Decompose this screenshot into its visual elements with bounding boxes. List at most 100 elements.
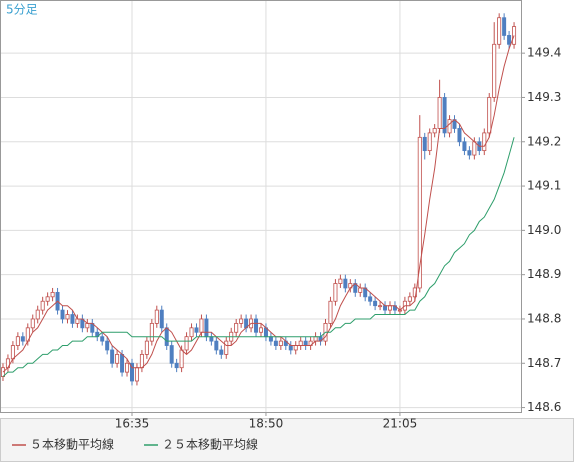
- candle-body: [333, 283, 338, 302]
- candle-body: [258, 327, 263, 333]
- candle-body: [110, 349, 115, 364]
- candle-body: [179, 349, 184, 369]
- y-tick-label: 148.9: [527, 267, 561, 281]
- candle-body: [417, 136, 422, 289]
- candle-body: [30, 318, 35, 329]
- candle-body: [159, 309, 164, 329]
- candle-body: [328, 300, 333, 324]
- candle-body: [224, 340, 229, 355]
- candle-body: [368, 296, 373, 302]
- candle-body: [432, 128, 437, 134]
- candle-body: [338, 278, 343, 284]
- candle-body: [15, 336, 20, 346]
- y-tick-label: 148.7: [527, 356, 561, 370]
- candle-body: [20, 336, 25, 342]
- candle-body: [447, 119, 452, 134]
- candle-body: [35, 309, 40, 320]
- candle-body: [422, 136, 427, 152]
- candle-body: [502, 17, 507, 36]
- plot-frame: [0, 0, 522, 413]
- candle-body: [105, 340, 110, 351]
- candle-body: [373, 300, 378, 307]
- candle-body: [278, 340, 283, 346]
- candle-body: [407, 296, 412, 302]
- candle-body: [219, 349, 224, 355]
- candle-body: [343, 278, 348, 289]
- legend-label: ５本移動平均線: [30, 437, 114, 452]
- moving-average-line: [2, 35, 515, 373]
- candle-body: [125, 362, 130, 373]
- candle-body: [189, 327, 194, 338]
- candle-body: [120, 354, 125, 373]
- candle-body: [254, 318, 259, 333]
- candle-body: [442, 97, 447, 134]
- candle-body: [388, 305, 393, 311]
- candle-body: [378, 305, 383, 308]
- candle-body: [45, 296, 50, 302]
- candle-body: [383, 305, 388, 311]
- candle-body: [303, 340, 308, 346]
- candle-body: [268, 336, 273, 342]
- candle-body: [462, 141, 467, 152]
- candle-body: [437, 97, 442, 129]
- candle-body: [487, 97, 492, 134]
- candle-body: [492, 43, 497, 98]
- candle-body: [427, 132, 432, 152]
- x-tick-label: 18:50: [249, 417, 284, 431]
- x-tick-label: 21:05: [383, 417, 418, 431]
- candle-body: [507, 35, 512, 45]
- candle-body: [144, 340, 149, 355]
- y-tick-label: 149.4: [527, 46, 561, 60]
- candle-body: [154, 309, 159, 324]
- y-tick-label: 149.0: [527, 223, 561, 237]
- y-tick-label: 148.6: [527, 400, 561, 414]
- candle-body: [194, 327, 199, 333]
- candle-body: [482, 132, 487, 152]
- candle-body: [298, 340, 303, 346]
- candle-body: [234, 322, 239, 333]
- y-tick-label: 149.3: [527, 90, 561, 104]
- candle-body: [65, 314, 70, 320]
- candle-body: [199, 318, 204, 333]
- candle-body: [209, 336, 214, 342]
- candle-body: [457, 128, 462, 143]
- candle-body: [10, 345, 15, 360]
- candle-body: [75, 318, 80, 324]
- y-tick-label: 149.2: [527, 134, 561, 148]
- candle-body: [497, 17, 502, 45]
- candle-body: [139, 354, 144, 369]
- candle-body: [164, 327, 169, 346]
- candle-body: [184, 336, 189, 351]
- candle-body: [288, 345, 293, 351]
- candle-body: [129, 362, 134, 382]
- x-tick-label: 16:35: [115, 417, 150, 431]
- candle-body: [149, 322, 154, 342]
- candle-body: [239, 318, 244, 324]
- y-tick-label: 148.8: [527, 311, 561, 325]
- candle-body: [204, 318, 209, 338]
- candle-body: [100, 336, 105, 342]
- candle-body: [467, 150, 472, 156]
- candle-body: [169, 345, 174, 364]
- candle-body: [313, 336, 318, 342]
- candle-body: [40, 300, 45, 311]
- y-tick-label: 149.1: [527, 179, 561, 193]
- legend-label: ２５本移動平均線: [162, 437, 258, 452]
- candle-body: [115, 354, 120, 364]
- candle-body: [85, 322, 90, 329]
- candle-body: [273, 340, 278, 346]
- candle-body: [214, 340, 219, 351]
- chart-title: 5分足: [6, 3, 38, 17]
- candle-body: [50, 291, 55, 298]
- candle-body: [174, 362, 179, 369]
- candle-body: [293, 345, 298, 351]
- candle-body: [70, 314, 75, 324]
- plot-area: [0, 0, 521, 412]
- candle-body: [60, 309, 65, 320]
- moving-average-line: [2, 137, 515, 377]
- candle-body: [472, 141, 477, 156]
- candle-body: [134, 367, 139, 382]
- candle-body: [358, 287, 363, 293]
